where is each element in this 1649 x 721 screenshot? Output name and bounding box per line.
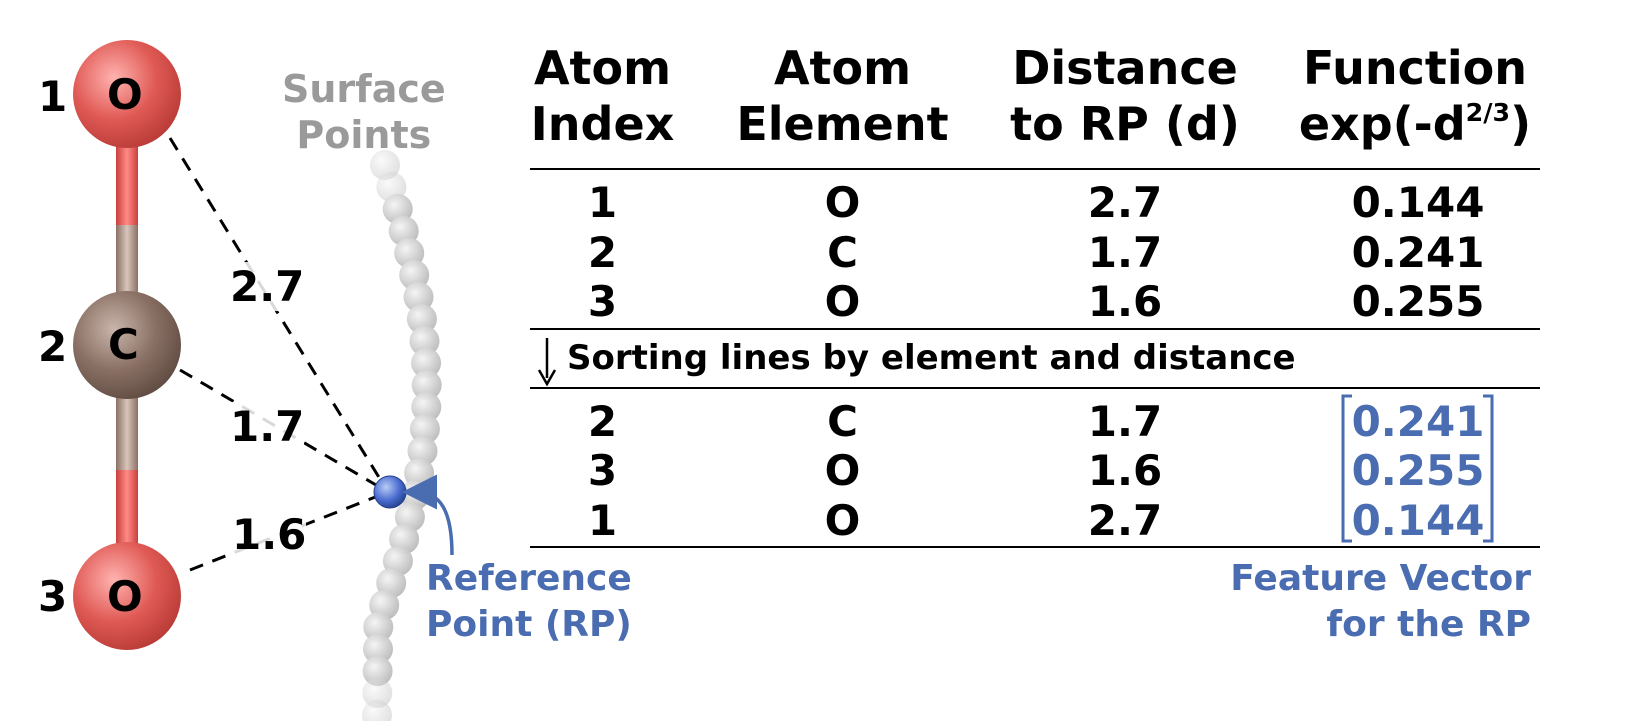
surface-point bbox=[406, 304, 437, 334]
surface-point bbox=[411, 370, 442, 400]
row-sorted-1-distance: 1.7 bbox=[1087, 397, 1163, 446]
row-sorted-3-element: O bbox=[824, 496, 861, 545]
header-atom-index: Atom Index bbox=[530, 41, 675, 151]
surface-point bbox=[411, 348, 442, 378]
atom-2-symbol: C bbox=[108, 320, 139, 369]
row-sorted-3-distance: 2.7 bbox=[1087, 496, 1163, 545]
left-bracket bbox=[1341, 394, 1352, 543]
surface-point bbox=[409, 326, 440, 356]
atom-2-index: 2 bbox=[38, 322, 68, 371]
row-unsorted-1-distance: 2.7 bbox=[1087, 178, 1163, 227]
table-rules bbox=[530, 168, 1540, 548]
header-function-line1: Function bbox=[1302, 41, 1527, 95]
atom-1-symbol: O bbox=[107, 70, 143, 119]
row-unsorted-2-index: 2 bbox=[587, 228, 618, 277]
row-unsorted-1-element: O bbox=[824, 178, 861, 227]
surface-point bbox=[363, 612, 394, 642]
surface-point bbox=[362, 656, 393, 686]
surface-point bbox=[363, 634, 393, 664]
row-unsorted-2-element: C bbox=[827, 228, 858, 277]
distance-label-1: 2.7 bbox=[230, 262, 305, 311]
atoms bbox=[73, 40, 181, 650]
atom-3-index: 3 bbox=[38, 572, 68, 621]
row-sorted-3-value: 0.144 bbox=[1351, 496, 1485, 545]
surface-points-label: Surface Points bbox=[282, 67, 446, 157]
surface-point bbox=[411, 392, 442, 422]
header-distance: Distance to RP (d) bbox=[1010, 41, 1240, 151]
header-function-line2: exp(-d2/3) bbox=[1290, 96, 1540, 152]
header-function: Function exp(-d2/3) bbox=[1290, 40, 1540, 152]
row-sorted-1-index: 2 bbox=[587, 397, 618, 446]
row-sorted-1-value: 0.241 bbox=[1351, 397, 1485, 446]
row-sorted-3-index: 1 bbox=[587, 496, 618, 545]
row-sorted-2-element: O bbox=[824, 446, 861, 495]
header-function-exponent: 2/3 bbox=[1465, 98, 1511, 128]
sort-arrow-icon bbox=[537, 338, 557, 387]
reference-point bbox=[373, 475, 407, 509]
row-sorted-2-distance: 1.6 bbox=[1087, 446, 1163, 495]
right-bracket bbox=[1483, 394, 1494, 543]
row-sorted-1-element: C bbox=[827, 397, 858, 446]
distance-line-1 bbox=[168, 137, 390, 493]
surface-points bbox=[362, 150, 442, 721]
surface-point bbox=[407, 436, 438, 466]
distance-label-2: 1.7 bbox=[230, 402, 305, 451]
distance-label-3: 1.6 bbox=[232, 510, 307, 559]
row-unsorted-1-value: 0.144 bbox=[1351, 178, 1485, 227]
atom-2-sphere bbox=[73, 291, 181, 399]
surface-point bbox=[403, 282, 434, 312]
sort-label: Sorting lines by element and distance bbox=[567, 338, 1296, 378]
header-function-prefix: exp(-d bbox=[1298, 97, 1466, 151]
surface-point bbox=[409, 414, 440, 444]
feature-vector-label: Feature Vector for the RP bbox=[1230, 558, 1531, 645]
vector-brackets bbox=[1341, 394, 1494, 543]
reference-point-label: Reference Point (RP) bbox=[426, 558, 632, 645]
row-unsorted-1-index: 1 bbox=[587, 178, 618, 227]
header-function-suffix: ) bbox=[1510, 97, 1532, 151]
row-unsorted-3-distance: 1.6 bbox=[1087, 277, 1163, 326]
rp-arrow bbox=[402, 474, 454, 556]
distance-lines bbox=[168, 137, 390, 572]
row-unsorted-3-index: 3 bbox=[587, 277, 618, 326]
surface-point bbox=[362, 678, 393, 708]
row-unsorted-3-value: 0.255 bbox=[1351, 277, 1485, 326]
surface-point bbox=[362, 700, 392, 721]
row-unsorted-2-value: 0.241 bbox=[1351, 228, 1485, 277]
atom-1-sphere bbox=[73, 40, 181, 148]
atom-1-index: 1 bbox=[38, 72, 68, 121]
atom-3-symbol: O bbox=[107, 572, 143, 621]
atom-3-sphere bbox=[73, 542, 181, 650]
row-unsorted-3-element: O bbox=[824, 277, 861, 326]
header-atom-element: Atom Element bbox=[736, 41, 949, 151]
row-sorted-2-index: 3 bbox=[587, 446, 618, 495]
row-unsorted-2-distance: 1.7 bbox=[1087, 228, 1163, 277]
row-sorted-2-value: 0.255 bbox=[1351, 446, 1485, 495]
